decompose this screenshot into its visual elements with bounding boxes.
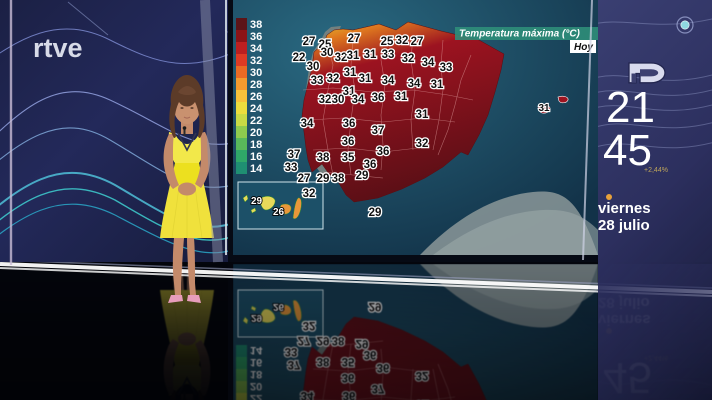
svg-text:18: 18 [250, 139, 262, 151]
svg-text:22: 22 [293, 52, 306, 64]
svg-text:34: 34 [382, 75, 395, 87]
svg-text:32: 32 [396, 35, 409, 47]
svg-text:32: 32 [327, 73, 340, 85]
svg-text:38: 38 [317, 152, 330, 164]
svg-text:16: 16 [250, 151, 262, 163]
svg-text:27: 27 [348, 33, 361, 45]
svg-text:31: 31 [416, 109, 429, 121]
svg-text:34: 34 [301, 118, 314, 130]
svg-text:22: 22 [250, 115, 262, 127]
svg-text:34: 34 [422, 57, 435, 69]
svg-text:26: 26 [273, 207, 285, 218]
svg-text:28: 28 [250, 79, 262, 91]
svg-text:33: 33 [382, 49, 395, 61]
svg-text:25: 25 [381, 36, 394, 48]
svg-text:32: 32 [402, 53, 415, 65]
svg-text:32: 32 [303, 188, 316, 200]
svg-text:32: 32 [416, 138, 429, 150]
svg-text:35: 35 [342, 152, 355, 164]
svg-text:34: 34 [352, 94, 365, 106]
svg-text:Hoy: Hoy [574, 42, 593, 53]
svg-text:38: 38 [250, 19, 262, 31]
svg-text:20: 20 [250, 127, 262, 139]
svg-text:21: 21 [606, 83, 655, 132]
svg-text:27: 27 [411, 36, 424, 48]
svg-text:31: 31 [538, 103, 550, 114]
svg-text:29: 29 [251, 196, 263, 207]
svg-text:36: 36 [343, 118, 356, 130]
svg-text:31: 31 [431, 79, 444, 91]
svg-text:37: 37 [372, 125, 385, 137]
svg-text:37: 37 [288, 149, 301, 161]
svg-text:31: 31 [395, 91, 408, 103]
svg-text:viernes: viernes [598, 200, 651, 217]
svg-text:36: 36 [342, 136, 355, 148]
svg-text:24: 24 [250, 103, 263, 115]
svg-text:33: 33 [440, 62, 453, 74]
svg-text:29: 29 [317, 173, 330, 185]
svg-text:27: 27 [303, 36, 316, 48]
svg-text:27: 27 [298, 173, 311, 185]
svg-text:33: 33 [285, 162, 298, 174]
svg-text:34: 34 [250, 43, 263, 55]
svg-text:26: 26 [250, 91, 262, 103]
svg-text:32: 32 [319, 94, 332, 106]
svg-text:32: 32 [335, 52, 348, 64]
svg-text:38: 38 [332, 173, 345, 185]
svg-text:+2,44%: +2,44% [644, 167, 668, 174]
svg-text:30: 30 [321, 47, 334, 59]
svg-text:14: 14 [250, 163, 263, 175]
svg-text:36: 36 [250, 31, 262, 43]
svg-text:36: 36 [377, 146, 390, 158]
svg-text:30: 30 [307, 61, 320, 73]
svg-text:29: 29 [356, 170, 369, 182]
svg-text:28 julio: 28 julio [598, 217, 650, 234]
svg-text:31: 31 [347, 50, 360, 62]
svg-text:33: 33 [311, 75, 324, 87]
svg-text:29: 29 [369, 207, 382, 219]
svg-text:31: 31 [359, 73, 372, 85]
svg-text:30: 30 [250, 67, 262, 79]
svg-text:Temperatura máxima (°C): Temperatura máxima (°C) [459, 29, 581, 40]
svg-text:31: 31 [364, 49, 377, 61]
svg-text:36: 36 [372, 92, 385, 104]
svg-text:34: 34 [408, 78, 421, 90]
svg-text:32: 32 [250, 55, 262, 67]
svg-text:31: 31 [344, 67, 357, 79]
